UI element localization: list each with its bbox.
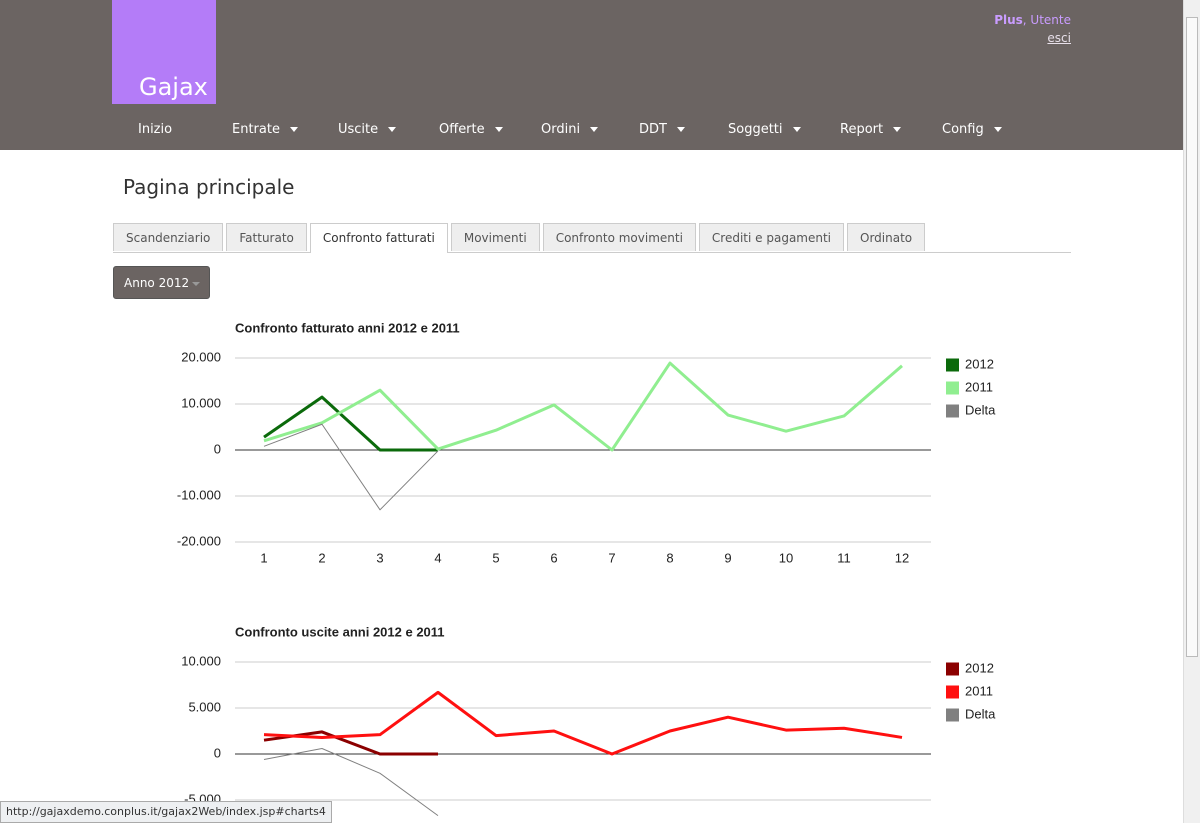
tabs: Scandenziario Fatturato Confronto fatturat… [113,223,1071,253]
y-tick-label: 10.000 [181,653,221,668]
nav-item[interactable]: Soggetti [728,122,801,137]
y-tick-label: 20.000 [181,349,221,364]
tab[interactable]: Ordinato [847,223,926,251]
y-tick-label: 0 [214,441,221,456]
tab[interactable]: Confronto fatturati [309,223,448,253]
x-tick-label: 9 [724,550,731,565]
legend-label: 2012 [965,356,994,371]
x-tick-label: 11 [837,550,851,565]
legend-label: 2011 [965,379,993,394]
tab[interactable]: Crediti e pagamenti [698,223,845,251]
y-tick-label: 10.000 [181,395,221,410]
x-tick-label: 10 [779,550,793,565]
page-title: Pagina principale [123,175,295,199]
legend-label: 2011 [965,683,993,698]
series-line [263,690,903,756]
nav-item[interactable]: Config [942,122,1002,137]
nav-item[interactable]: Entrate [232,122,298,137]
x-tick-label: 2 [318,550,325,565]
legend-swatch [946,381,959,395]
tab[interactable]: Fatturato [226,223,307,251]
legend-label: Delta [965,402,996,417]
logo[interactable]: Gajax [112,0,216,104]
y-tick-label: 5.000 [188,699,221,714]
logo-text: Gajax [139,73,208,101]
legend-swatch [946,708,959,722]
user-box: Plus, Utente esci [994,11,1071,47]
tab[interactable]: Confronto movimenti [542,223,696,251]
series-line [263,423,439,511]
nav-item[interactable]: Ordini [541,122,598,137]
header: Gajax Plus, Utente esci Inizio Entrate Usc… [0,0,1183,150]
tab[interactable]: Scandenziario [113,223,224,251]
chart-title: Confronto uscite anni 2012 e 2011 [235,624,445,639]
x-tick-label: 3 [376,550,383,565]
tab[interactable]: Movimenti [450,223,540,251]
x-tick-label: 4 [434,550,441,565]
scroll-thumb[interactable] [1186,17,1198,657]
legend-swatch [946,662,959,676]
nav-item[interactable]: Inizio [138,122,173,137]
series-line [263,361,903,452]
logout-link[interactable]: esci [1047,31,1071,45]
chart-title: Confronto fatturato anni 2012 e 2011 [235,320,460,335]
series-line [263,747,439,817]
series-line [263,395,438,452]
nav-item[interactable]: DDT [639,122,685,137]
x-tick-label: 5 [492,550,499,565]
scrollbar[interactable] [1183,0,1200,823]
nav-item[interactable]: Offerte [439,122,503,137]
status-bar: http://gajaxdemo.conplus.it/gajax2Web/in… [0,801,332,823]
legend-swatch [946,358,959,372]
x-tick-label: 12 [895,550,909,565]
nav-item[interactable]: Report [840,122,901,137]
y-tick-label: -20.000 [177,533,221,548]
legend-swatch [946,685,959,699]
y-tick-label: -10.000 [177,487,221,502]
year-select[interactable]: Anno 2012 [113,266,210,299]
x-tick-label: 1 [260,550,267,565]
legend-label: 2012 [965,660,994,675]
legend-label: Delta [965,706,996,721]
x-tick-label: 7 [608,550,615,565]
user-name: , Utente [1022,13,1071,27]
x-tick-label: 6 [550,550,557,565]
user-plan: Plus [994,13,1023,27]
legend-swatch [946,404,959,418]
y-tick-label: 0 [214,745,221,760]
nav-item[interactable]: Uscite [338,122,396,137]
x-tick-label: 8 [666,550,673,565]
